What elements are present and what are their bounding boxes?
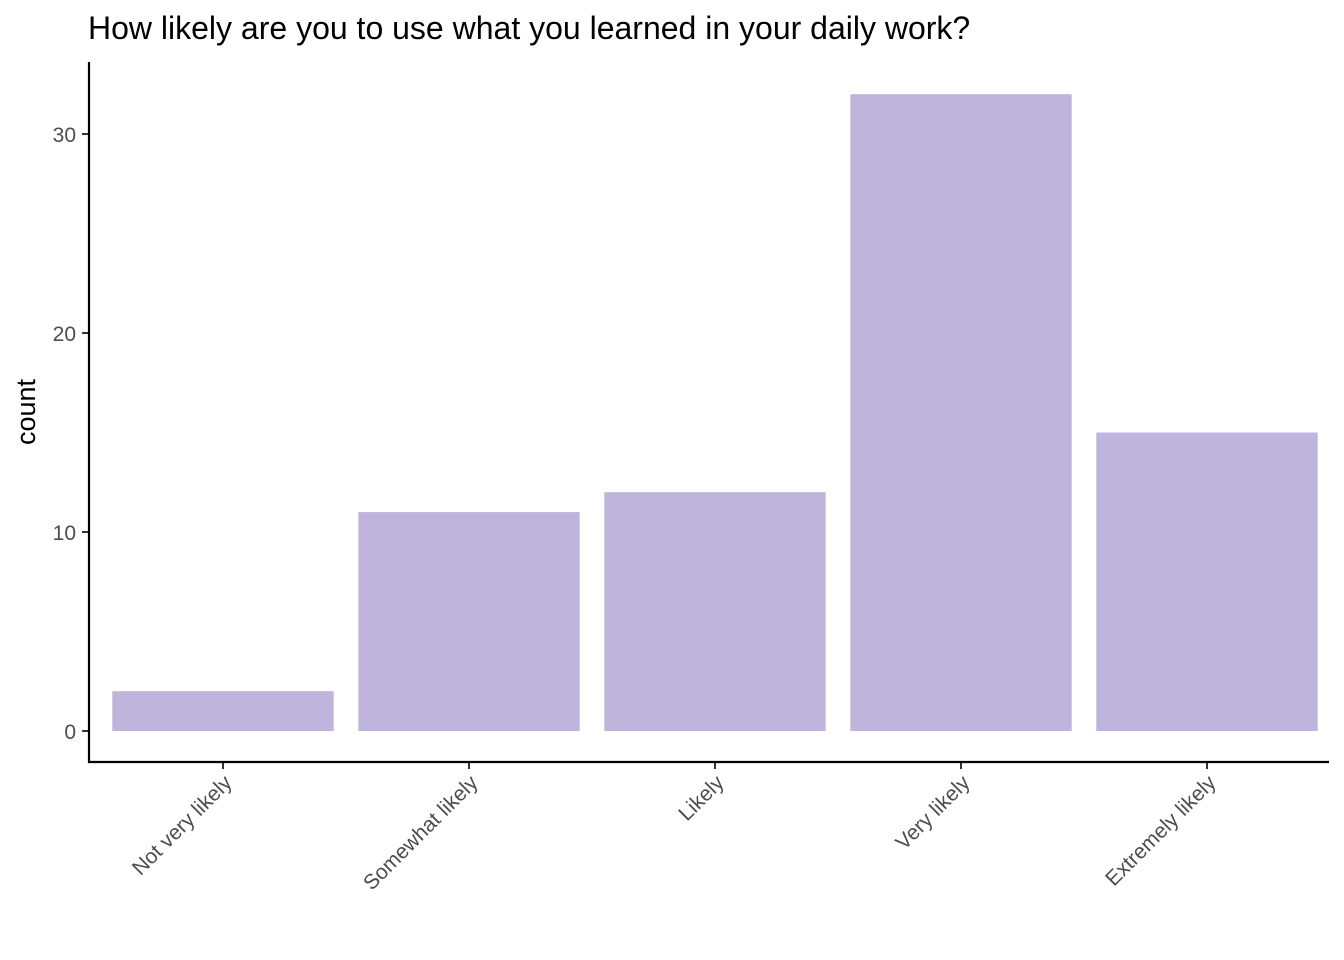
bar-not-very-likely (112, 691, 334, 731)
bars-layer (112, 94, 1318, 731)
y-axis-ticks: 0 10 20 30 (53, 124, 89, 744)
y-tick-label: 0 (64, 721, 76, 744)
bar-somewhat-likely (358, 512, 580, 731)
x-axis-ticks: Not very likely Somewhat likely Likely Very… (128, 762, 1221, 895)
y-tick-label: 20 (53, 323, 76, 346)
bar-extremely-likely (1096, 432, 1318, 731)
x-tick-label: Extremely likely (1101, 771, 1221, 891)
chart-title: How likely are you to use what you learn… (88, 10, 970, 46)
x-tick-label: Likely (674, 771, 729, 826)
y-axis-title: count (11, 378, 41, 445)
x-tick-label: Somewhat likely (359, 771, 483, 895)
x-tick-label: Not very likely (128, 771, 237, 880)
y-tick-label: 10 (53, 522, 76, 545)
y-tick-label: 30 (53, 124, 76, 147)
x-tick-label: Very likely (891, 771, 974, 854)
bar-likely (604, 492, 826, 731)
bar-very-likely (850, 94, 1072, 731)
